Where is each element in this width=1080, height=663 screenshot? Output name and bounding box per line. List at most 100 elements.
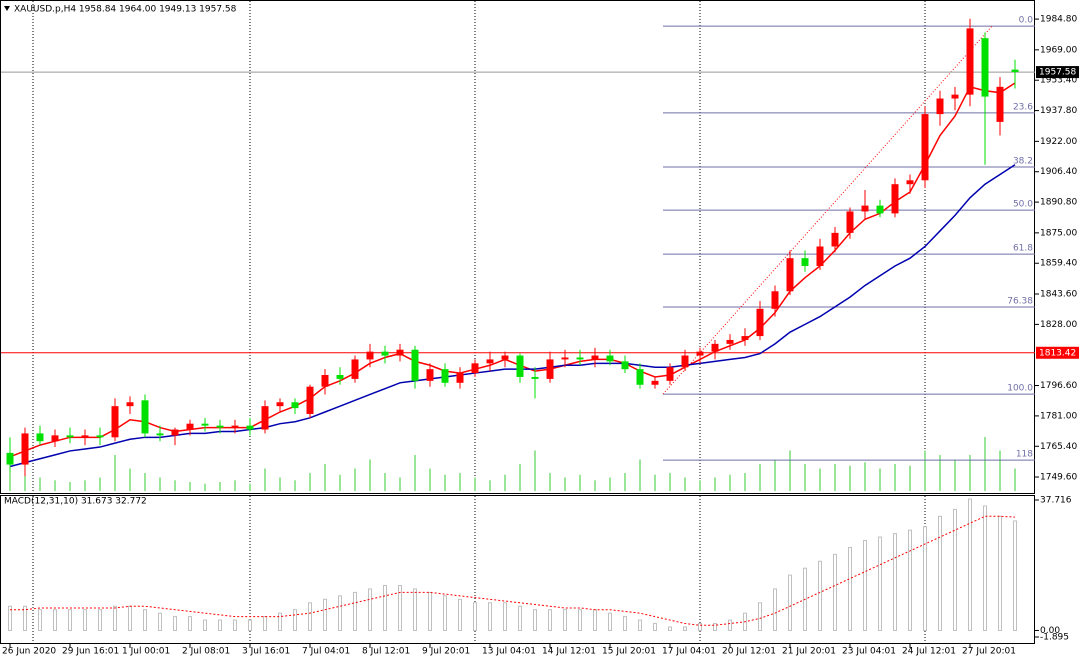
macd-bar xyxy=(488,602,492,631)
macd-bar xyxy=(683,626,687,631)
candle-body xyxy=(306,386,314,414)
macd-bar xyxy=(953,508,957,631)
macd-signal xyxy=(10,515,1016,626)
macd-bar xyxy=(773,588,777,631)
candle-body xyxy=(756,308,764,337)
macd-bar xyxy=(293,609,297,631)
candle-body xyxy=(141,400,149,434)
macd-bar xyxy=(578,609,582,631)
candle-body xyxy=(441,369,449,383)
macd-y-tick-label: 37.716 xyxy=(1040,496,1072,506)
candle-body xyxy=(96,435,104,438)
candle-body xyxy=(651,380,659,385)
macd-bar xyxy=(728,619,732,631)
macd-y-tick-label: 0.00 xyxy=(1040,626,1060,636)
candle-body xyxy=(621,361,629,370)
candle-body xyxy=(6,452,14,465)
candle-body xyxy=(246,425,254,430)
candle-body xyxy=(546,359,554,379)
title-icon xyxy=(4,6,10,11)
candle-body xyxy=(471,363,479,374)
macd-bar xyxy=(368,588,372,631)
y-tick-label: 1859.40 xyxy=(1040,259,1077,269)
candle-body xyxy=(456,373,464,383)
macd-bar xyxy=(143,609,147,631)
candle-body xyxy=(171,429,179,436)
macd-bar xyxy=(233,619,237,631)
x-tick-label: 15 Jul 20:01 xyxy=(602,647,656,657)
fib-label: 38.2 xyxy=(1013,157,1033,167)
candle-body xyxy=(801,258,809,266)
candle-body xyxy=(996,86,1004,122)
candle-body xyxy=(681,355,689,368)
macd-bar xyxy=(998,515,1002,631)
candle-body xyxy=(231,425,239,428)
candle-body xyxy=(636,369,644,385)
macd-bar xyxy=(428,591,432,631)
macd-bar xyxy=(53,609,57,631)
macd-bar xyxy=(968,498,972,631)
candle-body xyxy=(816,246,824,266)
candle-body xyxy=(726,339,734,344)
x-tick-label: 8 Jul 12:01 xyxy=(362,647,410,657)
macd-bar xyxy=(758,602,762,631)
x-tick-label: 14 Jul 12:01 xyxy=(542,647,596,657)
candle-body xyxy=(951,94,959,99)
candle-body xyxy=(876,205,884,214)
candle-body xyxy=(981,38,989,97)
macd-bar xyxy=(878,536,882,631)
macd-bar xyxy=(218,619,222,631)
x-tick-label: 1 Jul 00:01 xyxy=(122,647,170,657)
macd-bar xyxy=(638,619,642,631)
macd-bar xyxy=(83,609,87,631)
candle-body xyxy=(501,355,509,360)
candle-body xyxy=(216,425,224,428)
macd-bar xyxy=(548,609,552,631)
y-tick-label: 1953.40 xyxy=(1040,76,1077,86)
fib-label: 61.8 xyxy=(1013,244,1033,254)
y-tick-label: 1796.60 xyxy=(1040,381,1077,391)
candle-body xyxy=(201,423,209,426)
x-tick-label: 27 Jul 20:01 xyxy=(962,647,1016,657)
y-tick-label: 1922.00 xyxy=(1040,137,1077,147)
main-panel xyxy=(0,0,1035,494)
candle-body xyxy=(81,435,89,438)
y-tick-label: 1843.60 xyxy=(1040,290,1077,300)
candle-body xyxy=(561,357,569,360)
macd-bar xyxy=(788,574,792,631)
macd-panel xyxy=(0,495,1035,644)
macd-bar xyxy=(938,515,942,631)
macd-bar xyxy=(398,584,402,631)
macd-bar xyxy=(413,588,417,631)
fib-label: 0.0 xyxy=(1019,16,1034,26)
candle-body xyxy=(936,98,944,115)
x-tick-label: 13 Jul 04:01 xyxy=(482,647,536,657)
macd-bar xyxy=(893,533,897,631)
candle-body xyxy=(486,359,494,364)
macd-y-tick-label: -1.895 xyxy=(1040,633,1069,643)
macd-title: MACD(12,31,10) 31.673 32.772 xyxy=(4,497,147,507)
chart-title: XAUUSD.p,H4 1958.84 1964.00 1949.13 1957… xyxy=(14,5,237,15)
candle-body xyxy=(366,351,374,360)
candle-body xyxy=(156,433,164,436)
macd-bar xyxy=(68,609,72,631)
macd-bar xyxy=(863,540,867,631)
fib-trendline xyxy=(662,25,993,395)
fib-label: 50.0 xyxy=(1013,200,1033,210)
macd-bar xyxy=(383,584,387,631)
macd-bar xyxy=(203,619,207,631)
candle-body xyxy=(966,28,974,95)
macd-bar xyxy=(308,602,312,631)
candle-body xyxy=(111,406,119,438)
macd-bar xyxy=(173,616,177,631)
x-tick-label: 23 Jul 04:01 xyxy=(842,647,896,657)
candle-body xyxy=(126,402,134,407)
macd-bar xyxy=(278,612,282,631)
candle-body xyxy=(66,435,74,438)
macd-bar xyxy=(908,529,912,631)
candle-body xyxy=(606,355,614,362)
candle-body xyxy=(891,184,899,214)
candle-body xyxy=(711,343,719,352)
candle-body xyxy=(741,336,749,340)
macd-bar xyxy=(518,605,522,631)
